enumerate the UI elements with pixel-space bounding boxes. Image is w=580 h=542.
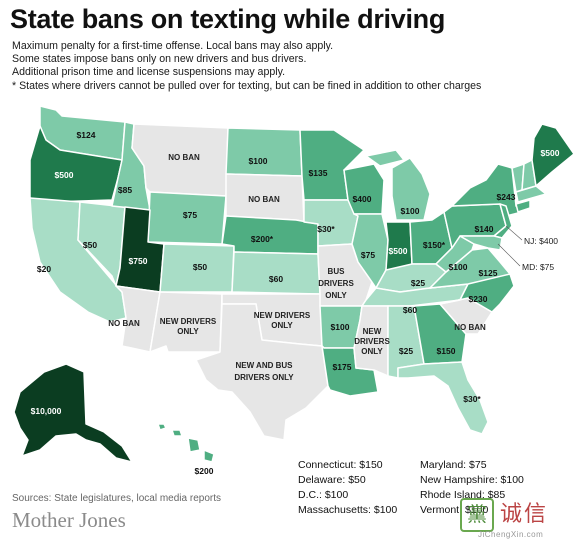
label-sc: NO BAN [454, 323, 486, 332]
label-az: NO BAN [108, 319, 140, 328]
state-ct [515, 199, 531, 213]
label-wi: $400 [353, 194, 372, 204]
label-mi: $100 [401, 206, 420, 216]
label-mt: NO BAN [168, 153, 200, 162]
footnote: D.C.: $100 [298, 489, 349, 501]
footnote: Massachusetts: $100 [298, 504, 398, 516]
state-ma [515, 185, 547, 203]
state-hi [157, 423, 215, 463]
subtitle-line: * States where drivers cannot be pulled … [12, 79, 482, 92]
label-nj: NJ: $400 [524, 236, 558, 246]
label-ks: $60 [269, 274, 283, 284]
label-ga: $150 [437, 346, 456, 356]
mother-jones-logo: Mother Jones [12, 508, 126, 532]
label-ms-3: ONLY [361, 347, 383, 356]
watermark-icon: 黨 [460, 498, 494, 532]
label-ne: $200* [251, 234, 274, 244]
label-ut: $750 [129, 256, 148, 266]
label-tx-1: NEW AND BUS [235, 361, 293, 370]
label-nm-2: ONLY [177, 327, 199, 336]
label-nv: $50 [83, 240, 97, 250]
state-va [429, 247, 511, 289]
label-wy: $75 [183, 210, 197, 220]
state-nd [225, 127, 303, 177]
subtitle-line: Additional prison time and license suspe… [12, 66, 286, 79]
state-fl [397, 361, 489, 435]
watermark-text: 诚信 [500, 501, 549, 526]
state-mi [365, 149, 431, 221]
label-nc: $230 [469, 294, 488, 304]
label-va: $125 [479, 268, 498, 278]
label-ia: $30* [317, 224, 335, 234]
footnote: Connecticut: $150 [298, 459, 383, 471]
label-al: $25 [399, 346, 413, 356]
state-md [459, 235, 503, 251]
label-ok-1: NEW DRIVERS [254, 311, 311, 320]
label-ky: $25 [411, 278, 425, 288]
state-nc [429, 273, 515, 313]
map-subtitle: Maximum penalty for a first-time offense… [12, 40, 481, 93]
footnote: Vermont: $100 [420, 504, 489, 516]
label-nd: $100 [249, 156, 268, 166]
label-mn: $135 [309, 168, 328, 178]
label-la: $175 [333, 362, 352, 372]
label-ms-1: NEW [363, 327, 382, 336]
state-ks [231, 251, 321, 295]
label-nm-1: NEW DRIVERS [160, 317, 217, 326]
label-me: $500 [541, 148, 560, 158]
state-wi [343, 163, 385, 215]
label-ak: $10,000 [31, 406, 62, 416]
state-labels: $124 $500 $20 $50 $85 NO BAN $75 $750 NO… [31, 130, 560, 476]
label-md: MD: $75 [522, 262, 554, 272]
footnote: New Hampshire: $100 [420, 474, 524, 486]
footnotes-left: Connecticut: $150 Delaware: $50 D.C.: $1… [298, 458, 397, 518]
label-mo-1: BUS [328, 267, 346, 276]
label-pa: $140 [475, 224, 494, 234]
sources-text: Sources: State legislatures, local media… [12, 493, 221, 504]
label-mo-2: DRIVERS [318, 279, 354, 288]
label-il: $75 [361, 250, 375, 260]
label-id: $85 [118, 185, 132, 195]
footnote: Maryland: $75 [420, 459, 487, 471]
label-or: $500 [55, 170, 74, 180]
label-ar: $100 [331, 322, 350, 332]
state-ak [13, 363, 133, 463]
label-wv: $100 [449, 262, 468, 272]
label-co: $50 [193, 262, 207, 272]
label-ny: $243 [497, 192, 516, 202]
label-in: $500 [389, 246, 408, 256]
watermark: 黨 诚信 JiChengXin.com [460, 494, 572, 540]
state-il [351, 213, 389, 289]
footnote: Delaware: $50 [298, 474, 366, 486]
state-shapes [13, 105, 575, 463]
label-ok-2: ONLY [271, 321, 293, 330]
label-oh: $150* [423, 240, 446, 250]
nj-leader-line [505, 225, 523, 241]
label-mo-3: ONLY [325, 291, 347, 300]
label-hi: $200 [195, 466, 214, 476]
label-sd: NO BAN [248, 195, 280, 204]
label-fl: $30* [463, 394, 481, 404]
map-title: State bans on texting while driving [10, 4, 446, 34]
label-tx-2: DRIVERS ONLY [234, 373, 294, 382]
label-ms-2: DRIVERS [354, 337, 390, 346]
subtitle-line: Maximum penalty for a first-time offense… [12, 40, 334, 52]
md-leader-line [497, 243, 521, 267]
label-ca: $20 [37, 264, 51, 274]
label-tn: $60 [403, 305, 417, 315]
watermark-url: JiChengXin.com [478, 530, 544, 539]
label-wa: $124 [77, 130, 96, 140]
state-ms [353, 305, 389, 377]
subtitle-line: Some states impose bans only on new driv… [12, 53, 307, 66]
state-me [531, 123, 575, 187]
state-tx [195, 303, 329, 441]
